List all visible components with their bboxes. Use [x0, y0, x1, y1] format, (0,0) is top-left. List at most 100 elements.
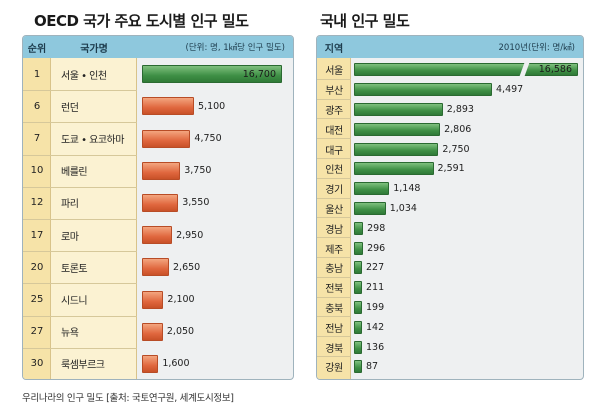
row-separator	[317, 237, 351, 239]
bar	[142, 226, 173, 245]
row-separator	[23, 315, 137, 317]
region-cell: 전남	[325, 323, 343, 335]
rank-cell: 1	[33, 68, 41, 80]
bar	[354, 182, 390, 196]
country-cell: 베를린	[61, 167, 88, 179]
region-cell: 충남	[325, 264, 343, 276]
domestic-density-chart: 지역 2010년(단위: 명/㎢) 서울 16,586 부산 4,497 광주 2,893…	[316, 35, 584, 380]
row-separator	[23, 186, 137, 188]
data-label: 296	[367, 242, 386, 254]
right-unit-note: 2010년(단위: 명/㎢)	[351, 36, 583, 58]
data-label: 3,550	[182, 197, 210, 209]
rank-header: 순위	[23, 36, 51, 58]
rank-cell: 10	[30, 165, 44, 177]
region-cell: 부산	[325, 86, 343, 98]
oecd-density-chart: 순위 국가명 (단위: 명, 1㎢당 인구 밀도) 1 서울 • 인천 16,700…	[22, 35, 294, 380]
row-separator	[317, 257, 351, 258]
data-label: 2,591	[437, 163, 465, 175]
row-separator	[23, 219, 137, 220]
bar	[142, 65, 282, 84]
bar	[354, 301, 362, 314]
data-label: 16,586	[538, 64, 572, 76]
region-cell: 서울	[325, 66, 343, 78]
bar	[354, 83, 492, 97]
data-label: 87	[366, 361, 379, 373]
data-label: 2,050	[166, 326, 195, 338]
row-separator	[23, 154, 137, 156]
country-cell: 도쿄 • 요코하마	[61, 134, 124, 146]
country-cell: 토론토	[61, 263, 88, 275]
data-label: 1,034	[389, 203, 417, 214]
region-column	[317, 58, 351, 379]
bar	[142, 161, 181, 180]
country-cell: 시드니	[61, 295, 88, 307]
country-cell: 뉴욕	[61, 328, 79, 340]
rank-cell: 20	[30, 261, 44, 273]
bar	[142, 97, 194, 116]
row-separator	[317, 296, 351, 298]
row-separator	[317, 138, 351, 140]
data-label: 2,650	[173, 261, 201, 273]
left-chart-title: OECD 국가 주요 도시별 인구 밀도	[34, 12, 249, 30]
rank-cell: 30	[30, 358, 44, 370]
data-label: 2,750	[442, 143, 470, 155]
rank-cell: 25	[30, 293, 44, 305]
bar	[354, 122, 441, 136]
data-label: 3,750	[184, 165, 212, 177]
region-cell: 대구	[325, 145, 343, 157]
row-separator	[23, 283, 137, 285]
region-cell: 전북	[325, 284, 343, 296]
country-cell: 파리	[61, 199, 79, 211]
row-separator	[317, 316, 351, 318]
region-cell: 광주	[325, 105, 343, 117]
data-label: 199	[366, 302, 385, 313]
data-label: 1,148	[393, 183, 421, 195]
data-label: 4,497	[496, 84, 524, 96]
rank-cell: 17	[30, 229, 44, 241]
row-separator	[317, 177, 351, 179]
region-cell: 대전	[325, 125, 343, 137]
data-label: 2,100	[167, 294, 195, 305]
bar	[354, 202, 386, 215]
source-caption: 우리나라의 인구 밀도 [출처: 국토연구원, 세계도시정보]	[22, 393, 234, 404]
rank-cell: 6	[33, 100, 41, 112]
data-label: 5,100	[198, 100, 226, 112]
row-separator	[317, 336, 351, 338]
bar	[142, 258, 170, 277]
data-label: 2,893	[446, 104, 474, 115]
region-cell: 경남	[325, 224, 343, 236]
bar	[354, 142, 439, 156]
row-separator	[23, 90, 137, 92]
bar	[354, 261, 362, 275]
data-label: 2,806	[444, 123, 472, 135]
region-header: 지역	[317, 36, 351, 58]
data-label: 2,950	[176, 229, 204, 241]
bar	[354, 162, 434, 176]
country-header: 국가명	[51, 36, 137, 58]
row-separator	[317, 197, 351, 199]
country-cell: 룩셈부르크	[61, 360, 105, 372]
region-cell: 경기	[325, 185, 343, 197]
bar	[354, 281, 362, 295]
region-cell: 충북	[325, 303, 343, 315]
data-label: 211	[366, 282, 385, 294]
bar	[354, 340, 362, 354]
bar	[142, 354, 159, 373]
bar	[354, 103, 443, 116]
region-cell: 제주	[325, 244, 343, 256]
region-cell: 울산	[325, 204, 343, 216]
data-label: 227	[366, 262, 385, 274]
rank-cell: 12	[30, 197, 44, 209]
region-cell: 경북	[325, 343, 343, 355]
row-separator	[23, 122, 137, 124]
rank-column	[23, 58, 51, 379]
region-cell: 인천	[325, 165, 343, 177]
right-chart-title: 국내 인구 밀도	[320, 12, 410, 30]
rank-cell: 27	[30, 326, 44, 338]
bar	[354, 221, 364, 235]
data-label: 1,600	[162, 358, 190, 370]
country-cell: 서울 • 인천	[61, 70, 107, 82]
left-unit-note: (단위: 명, 1㎢당 인구 밀도)	[137, 36, 293, 58]
bar	[142, 129, 191, 148]
data-label: 298	[367, 222, 386, 234]
